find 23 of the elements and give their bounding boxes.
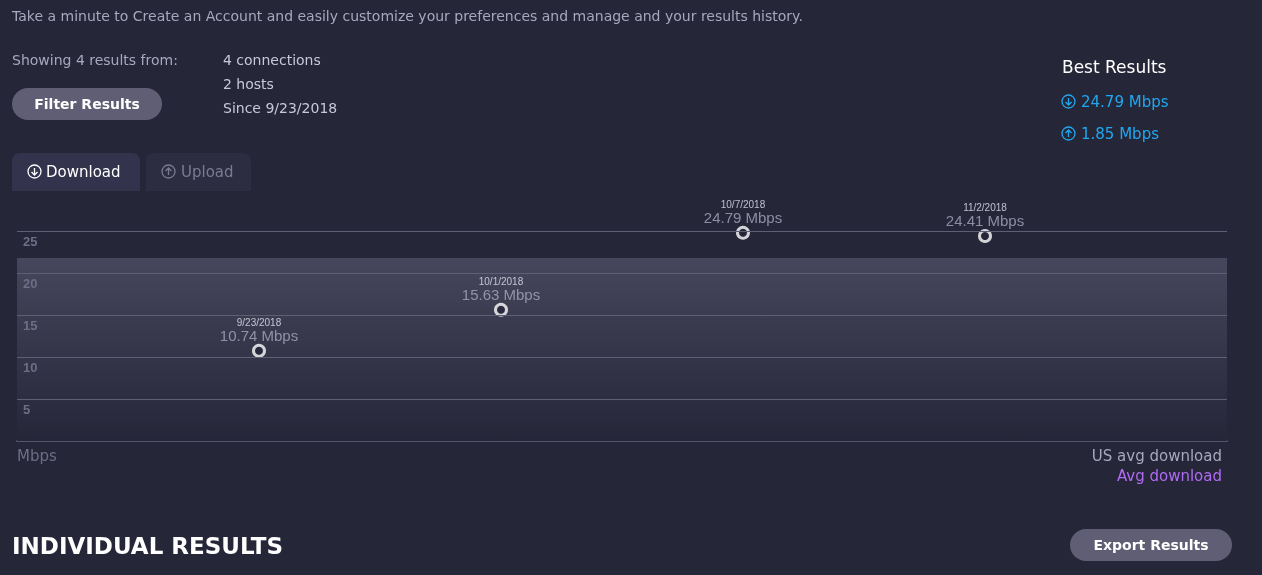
text: Take a minute to Create an Account and easily customize your preferences and manage and your results history. bbox=[12, 8, 803, 24]
band-label: US avg download bbox=[1091, 447, 1222, 465]
y-tick-label: 10 bbox=[23, 360, 38, 375]
text: 24.79 Mbps bbox=[1081, 93, 1169, 111]
text: Upload bbox=[146, 153, 251, 191]
chart-title: Download bbox=[12, 153, 140, 191]
text: Avg download bbox=[1116, 467, 1222, 485]
data-label: 10/1/2018 15.63 Mbps bbox=[461, 275, 541, 303]
y-tick-label: 25 bbox=[23, 234, 38, 249]
text: INDIVIDUAL RESULTS bbox=[12, 533, 284, 559]
y-tick-label: 5 bbox=[23, 402, 31, 417]
text: Showing 4 results from: bbox=[12, 52, 178, 68]
data-label: 9/23/2018 10.74 Mbps bbox=[219, 316, 299, 344]
data-label: 11/2/2018 24.41 Mbps bbox=[945, 201, 1025, 229]
text: 4 connections bbox=[223, 52, 321, 68]
text: Best Results bbox=[1062, 57, 1167, 77]
text: Mbps bbox=[17, 447, 57, 465]
text: Export Results bbox=[1070, 529, 1232, 561]
data-label: 10/7/2018 24.79 Mbps bbox=[703, 198, 783, 226]
text: Filter Results bbox=[12, 88, 162, 120]
text: 2 hosts bbox=[223, 76, 274, 92]
text: 1.85 Mbps bbox=[1081, 125, 1159, 143]
text: Since 9/23/2018 bbox=[223, 100, 338, 116]
